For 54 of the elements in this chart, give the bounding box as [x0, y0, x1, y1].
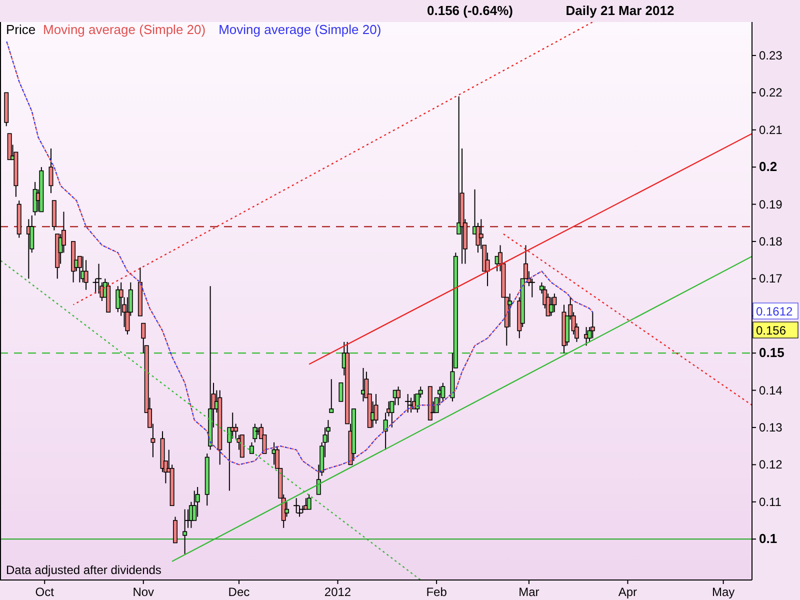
candlestick [306, 494, 312, 510]
x-tick-label: Mar [518, 585, 540, 599]
candlestick [173, 516, 178, 544]
candlestick [182, 508, 188, 554]
text: Moving average (Simple 20) [218, 22, 382, 37]
x-tick-label: Nov [132, 585, 154, 599]
candlestick [48, 148, 54, 194]
candlestick [383, 412, 388, 450]
annotation: Data adjusted after dividends [6, 563, 162, 577]
candlestick [374, 394, 378, 424]
line-series [6, 40, 594, 473]
y-tick-label: 0.22 [759, 86, 783, 100]
candlestick [252, 423, 258, 443]
y-tick-label: 0.14 [759, 383, 783, 398]
y-tick-label: 0.1 [759, 531, 778, 546]
candlestick [396, 386, 401, 406]
y-tick-label: 0.2 [759, 159, 778, 174]
candlestick [118, 282, 124, 316]
candlestick [240, 434, 244, 458]
y-tick-label: 0.23 [759, 48, 783, 62]
candlestick [338, 382, 344, 402]
candlestick [84, 260, 88, 290]
candlestick [192, 490, 197, 521]
chart-title: 0.156 (-0.64%) [427, 3, 513, 18]
x-tick-label: Oct [35, 585, 55, 599]
x-tick-label: 2012 [324, 585, 352, 599]
candlestick [116, 286, 120, 313]
y-tick-label: 0.13 [759, 420, 783, 434]
x-tick-label: Apr [618, 585, 638, 599]
y-tick-label: 0.15 [759, 345, 784, 360]
candlestick [329, 378, 334, 414]
candlestick [476, 222, 480, 254]
x-tick-label: Feb [426, 585, 448, 599]
y-tick-label: 0.12 [759, 458, 783, 472]
text: Moving average (Simple 20) [43, 22, 206, 37]
text: 0.156 [756, 324, 786, 338]
candlestick [284, 501, 290, 518]
y-tick-label: 0.18 [759, 234, 783, 248]
text: 0.1612 [756, 304, 794, 318]
y-tick-label: 0.19 [759, 197, 783, 212]
candlestick [549, 296, 554, 316]
candlestick [508, 293, 512, 328]
candlestick [234, 423, 238, 440]
chart-subtitle: Daily 21 Mar 2012 [566, 3, 674, 18]
x-tick-label: May [712, 585, 735, 599]
candlestick [590, 312, 595, 339]
y-tick-label: 0.11 [759, 494, 782, 509]
candlestick [77, 256, 82, 283]
y-tick-label: 0.17 [759, 272, 783, 286]
text: Price [6, 22, 36, 37]
candlestick [195, 486, 200, 518]
candlestick [390, 400, 394, 428]
y-tick-label: 0.21 [759, 122, 783, 137]
x-tick-label: Dec [228, 585, 250, 599]
